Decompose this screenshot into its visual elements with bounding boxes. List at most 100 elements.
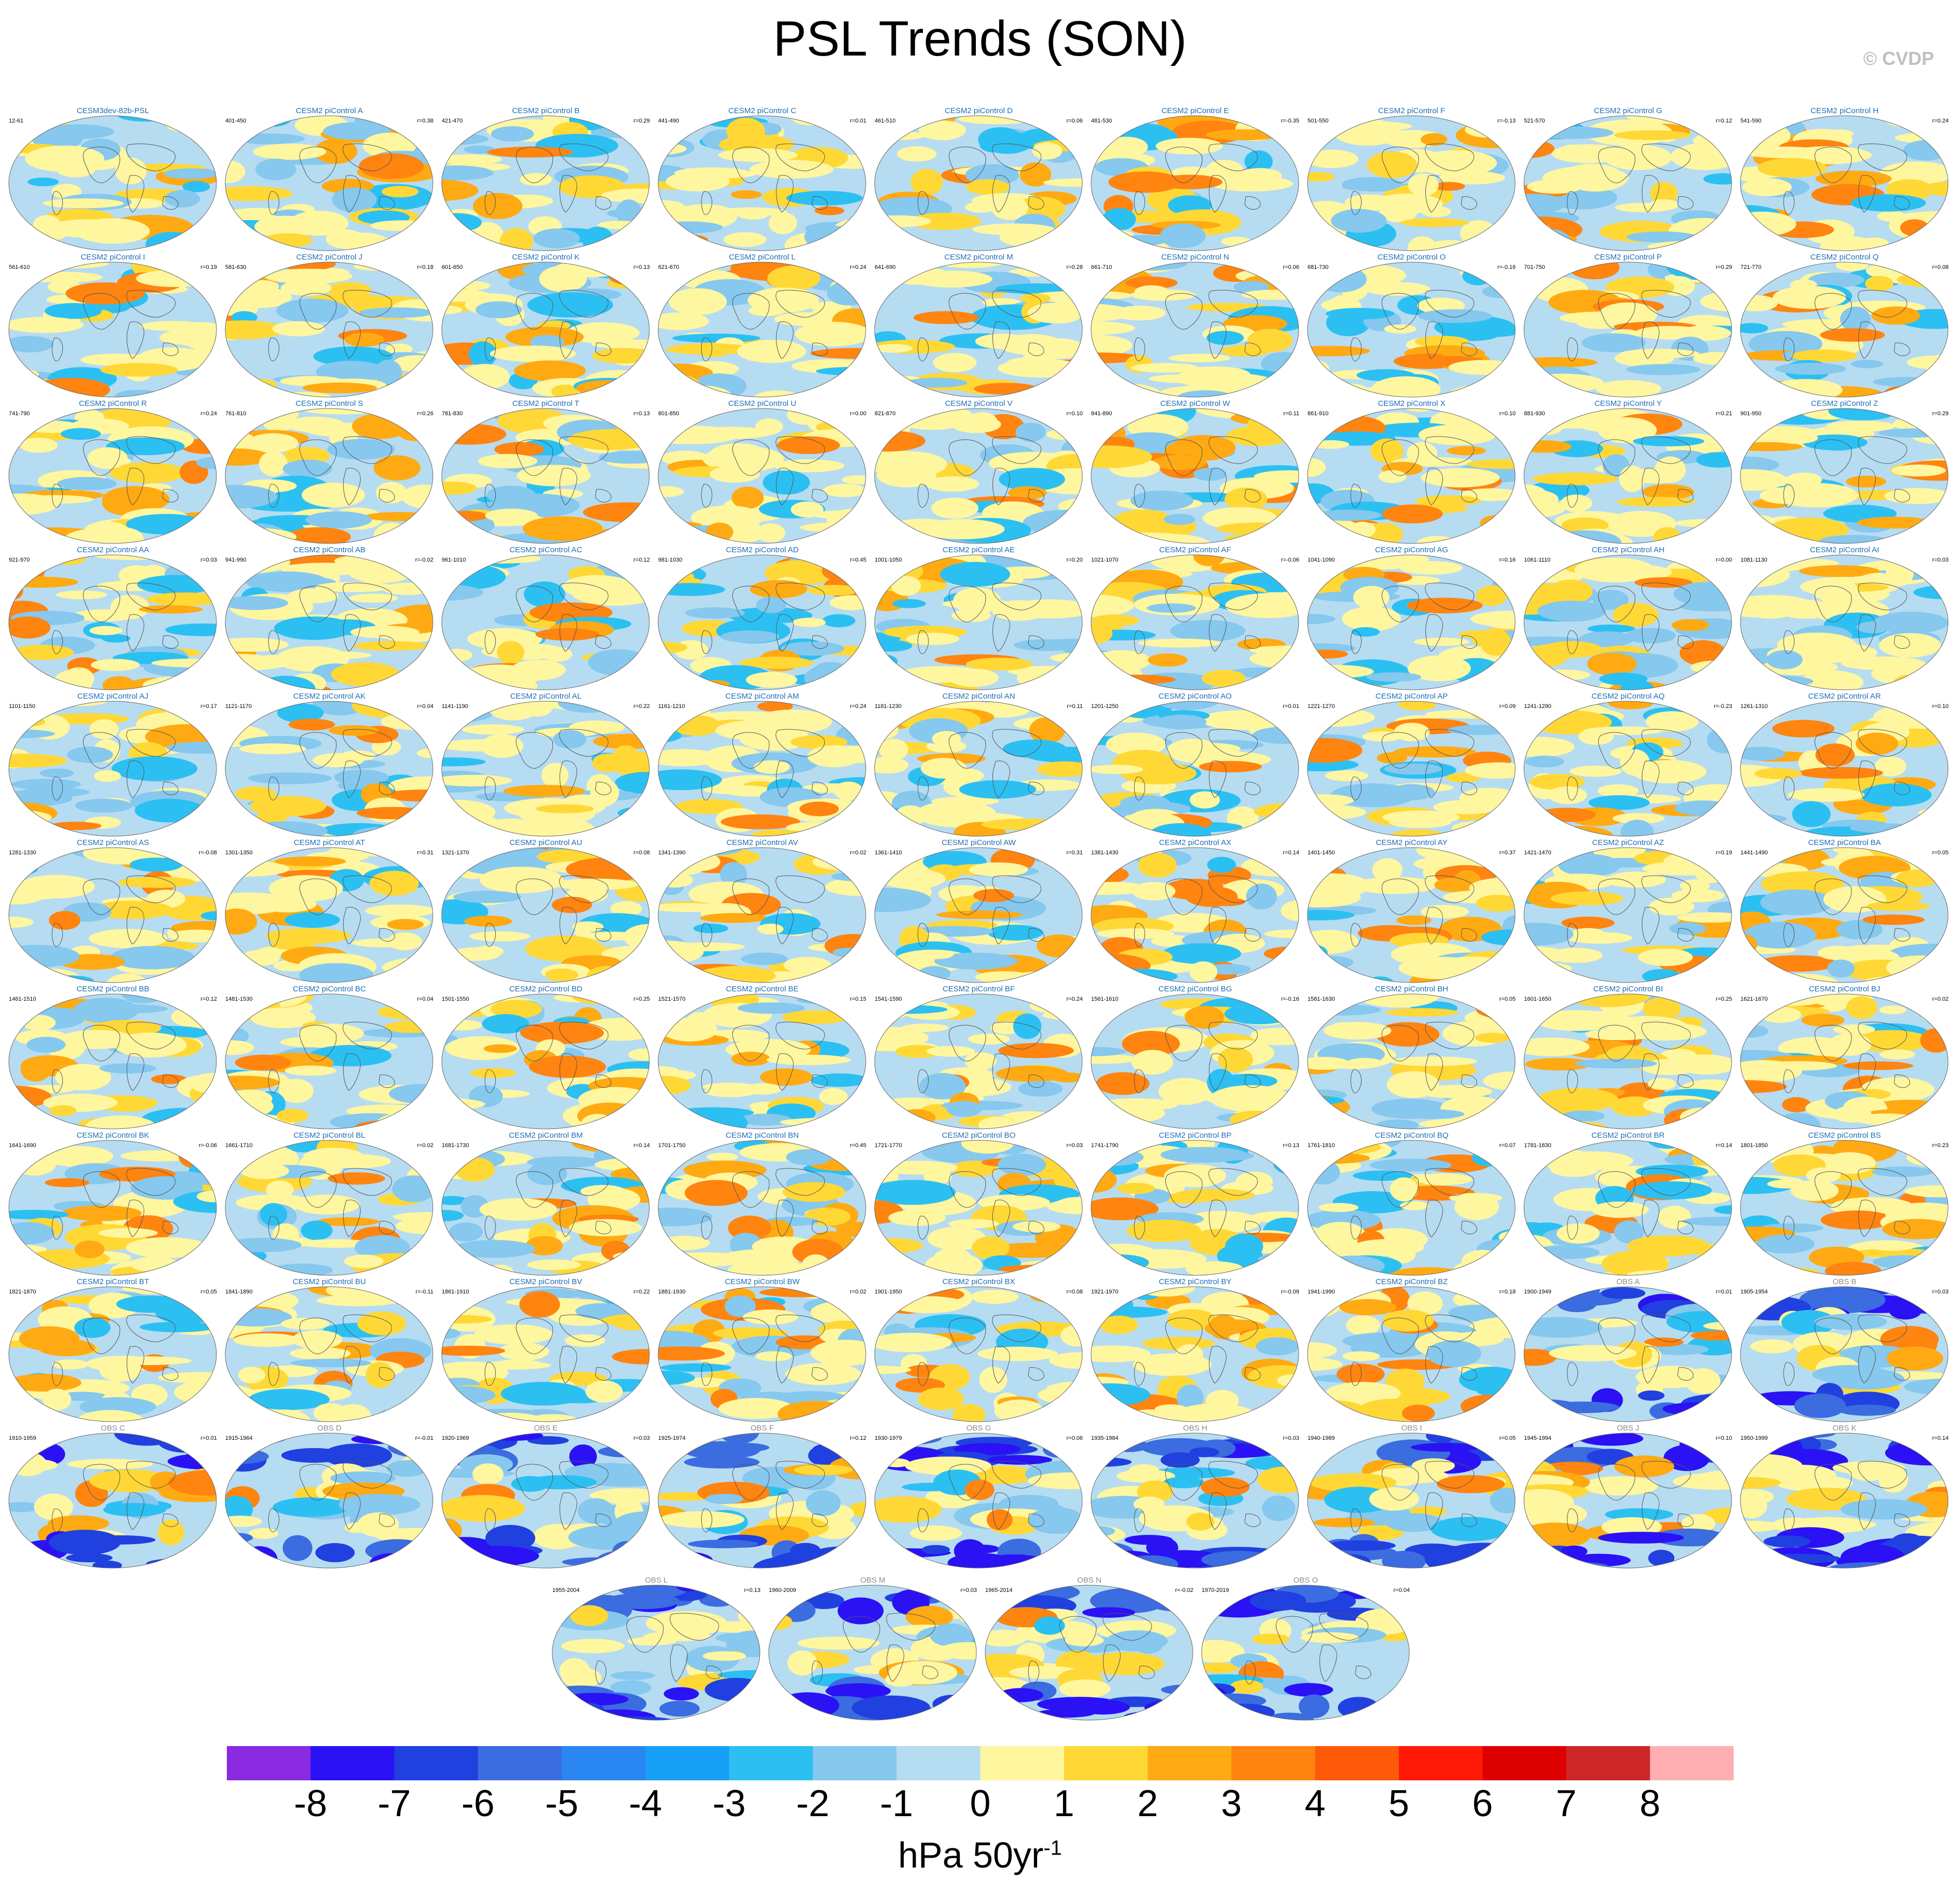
trend-contour [442, 774, 512, 787]
map-plot [225, 1140, 433, 1276]
coastline [1642, 1053, 1659, 1091]
panel-correlation: r=0.45 [850, 557, 867, 563]
colorbar-tick-label: 3 [1221, 1783, 1242, 1824]
trend-contour [661, 1017, 718, 1042]
trend-contour [118, 877, 196, 888]
trend-contour [620, 1287, 649, 1294]
panel-years: 1261-1310 [1740, 703, 1768, 710]
trend-contour [1251, 1268, 1292, 1275]
trend-contour [479, 1198, 557, 1221]
trend-contour [1372, 858, 1403, 882]
trend-contour [1561, 916, 1615, 930]
panel-title: CESM2 piControl AE [942, 546, 1015, 554]
trend-contour [1308, 535, 1355, 543]
trend-contour [84, 1115, 158, 1129]
trend-contour [1612, 813, 1665, 824]
trend-contour [1189, 791, 1220, 809]
trend-contour [1447, 725, 1515, 735]
trend-contour [723, 522, 766, 543]
panel-correlation: r=-0.35 [1281, 118, 1299, 124]
coastline [732, 293, 770, 330]
coastline [1858, 143, 1907, 171]
trend-contour [698, 345, 729, 358]
panel-correlation: r=0.11 [1067, 703, 1083, 710]
trend-contour [1928, 370, 1948, 381]
trend-contour [806, 1490, 841, 1516]
trend-contour [626, 558, 649, 572]
trend-contour [1896, 869, 1939, 887]
colorbar-tick-label: -8 [294, 1783, 328, 1824]
map-panel: CESM2 piControl BG 1561-1610 r=-0.16 [1090, 985, 1300, 1131]
trend-contour [942, 599, 1013, 609]
trend-contour [1631, 1181, 1712, 1200]
panel-years: 661-710 [1091, 264, 1112, 270]
trend-contour [1199, 761, 1262, 773]
trend-contour [1117, 1182, 1155, 1194]
map-panel: CESM2 piControl AU 1321-1370 r=0.08 [441, 838, 651, 985]
trend-contour [1202, 1663, 1238, 1673]
coastline [1598, 1025, 1636, 1061]
trend-contour [1740, 595, 1811, 612]
trend-contour [718, 148, 798, 162]
coastline [1208, 875, 1258, 903]
trend-contour [1566, 932, 1632, 944]
trend-contour [9, 616, 51, 639]
trend-contour [1472, 1149, 1507, 1167]
trend-contour [1015, 423, 1046, 442]
map-plot [874, 115, 1083, 251]
colorbar-tick-label: 0 [970, 1783, 991, 1824]
trend-contour [1162, 1694, 1193, 1719]
trend-contour [658, 486, 684, 497]
panel-years: 1601-1650 [1524, 996, 1551, 1002]
trend-contour [1578, 728, 1614, 745]
panel-correlation: r=-0.13 [1497, 118, 1516, 124]
trend-contour [737, 1002, 805, 1014]
trend-contour [1186, 1513, 1215, 1531]
trend-contour [1626, 364, 1700, 375]
trend-contour [1740, 824, 1775, 836]
trend-contour [225, 672, 264, 690]
trend-contour [1308, 346, 1370, 357]
coastline [775, 290, 825, 318]
map-panel: CESM2 piControl AJ 1101-1150 r=0.17 [8, 692, 218, 838]
trend-contour [572, 921, 604, 932]
trend-contour [998, 1153, 1046, 1176]
trend-contour [1550, 891, 1624, 906]
trend-contour [258, 896, 317, 912]
trend-contour [1434, 878, 1470, 892]
trend-contour [700, 913, 768, 923]
coastline [162, 489, 179, 502]
coastline [811, 782, 828, 795]
trend-contour [1160, 223, 1206, 248]
trend-contour [473, 193, 523, 220]
coastline [701, 484, 713, 508]
panel-title: CESM2 piControl AM [725, 692, 799, 701]
panel-years: 1081-1130 [1740, 557, 1767, 563]
colorbar-swatch [1398, 1746, 1483, 1780]
coastline [992, 143, 1041, 171]
coastline [1350, 484, 1362, 508]
trend-contour [383, 582, 433, 595]
trend-contour [392, 1175, 433, 1203]
panel-title: CESM2 piControl D [945, 106, 1013, 115]
trend-contour [905, 378, 968, 388]
trend-contour [1580, 417, 1615, 429]
map-border [8, 1140, 217, 1276]
trend-contour [393, 1553, 420, 1568]
trend-contour [273, 1497, 349, 1517]
panel-correlation: r=0.17 [200, 703, 217, 710]
trend-contour [93, 770, 121, 782]
coastline [1858, 875, 1907, 903]
coastline [83, 146, 120, 183]
trend-contour [1353, 585, 1390, 609]
coastline [127, 321, 144, 359]
trend-contour [522, 701, 554, 717]
trend-contour [810, 1073, 866, 1087]
trend-contour [1685, 1258, 1732, 1271]
coastline [127, 468, 144, 506]
map-panel: OBS K 1950-1999 r=0.14 [1739, 1424, 1950, 1570]
trend-contour [1407, 597, 1483, 614]
trend-contour [258, 451, 288, 476]
map-plot [225, 554, 433, 690]
trend-contour [1524, 922, 1574, 946]
